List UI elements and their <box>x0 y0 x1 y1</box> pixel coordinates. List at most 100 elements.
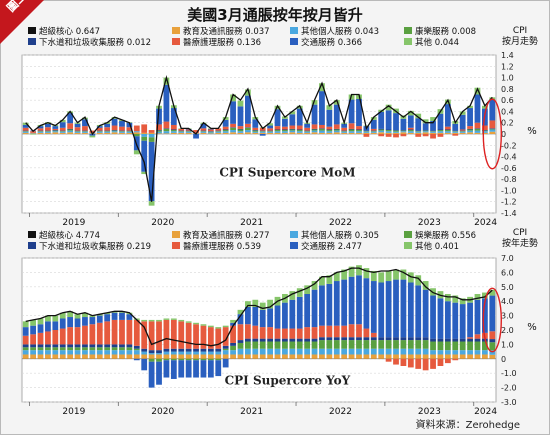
bar-segment-transportation <box>252 119 259 128</box>
bar-segment-water_trash <box>393 130 399 131</box>
bar-segment-recreation <box>296 341 303 349</box>
bar-segment-transportation <box>356 99 362 127</box>
bar-segment-recreation <box>415 131 422 132</box>
bar-segment-education <box>126 354 133 359</box>
bar-segment-other_personal <box>422 348 429 355</box>
bar-segment-education <box>400 354 407 359</box>
bar-segment-other <box>289 291 296 300</box>
bar-segment-medical <box>30 131 36 133</box>
bar-segment-water_trash <box>274 338 281 342</box>
legend-label-medical: 醫療護理服務 0.539 <box>183 241 261 252</box>
bar-segment-transportation <box>59 122 66 128</box>
bar-segment-education <box>452 354 459 359</box>
bar-segment-education <box>178 132 185 134</box>
bar-segment-medical <box>474 334 481 339</box>
bar-segment-other_personal <box>119 131 125 133</box>
bar-segment-education <box>378 132 385 134</box>
bar-segment-water_trash <box>400 130 407 131</box>
bar-segment-education <box>437 354 444 359</box>
bar-segment-other_personal <box>45 131 51 133</box>
bar-segment-other_personal <box>326 348 333 355</box>
bar-segment-recreation <box>119 347 125 351</box>
bar-segment-transportation <box>74 318 81 328</box>
bar-segment-water_trash <box>274 129 281 131</box>
bar-segment-other_personal <box>230 130 236 133</box>
legend-swatch-education <box>172 27 180 34</box>
bar-segment-other <box>326 105 333 110</box>
bar-segment-other <box>259 302 266 310</box>
bar-segment-medical <box>363 134 370 137</box>
bar-segment-recreation <box>207 358 214 361</box>
bar-segment-recreation <box>111 130 118 132</box>
bar-segment-education <box>267 132 273 134</box>
legend-swatch-water_trash <box>28 38 36 45</box>
bar-segment-transportation <box>422 289 429 338</box>
bar-segment-medical <box>259 327 266 339</box>
bar-segment-water_trash <box>111 130 118 131</box>
bar-segment-recreation <box>363 131 370 132</box>
bar-segment-recreation <box>156 130 162 132</box>
bar-segment-water_trash <box>22 130 29 132</box>
bar-segment-other <box>133 150 140 155</box>
bar-segment-other <box>104 312 111 315</box>
bar-segment-education <box>393 354 399 359</box>
bar-segment-medical <box>119 319 125 345</box>
bar-segment-other_personal <box>148 353 155 355</box>
bar-segment-education <box>141 354 148 359</box>
bar-segment-recreation <box>215 358 222 361</box>
bar-segment-transportation <box>348 276 355 325</box>
bar-segment-transportation <box>444 301 451 339</box>
bar-segment-water_trash <box>52 344 59 348</box>
legend-swatch-other <box>404 242 412 249</box>
bar-segment-medical <box>422 134 429 137</box>
bar-segment-other_personal <box>104 131 111 133</box>
bar-segment-other_personal <box>37 131 44 133</box>
bar-segment-water_trash <box>45 344 51 348</box>
bar-segment-water_trash <box>200 130 207 132</box>
bar-segment-education <box>200 354 207 359</box>
y-tick-label: -0.4 <box>501 153 517 162</box>
bar-segment-medical <box>133 319 140 346</box>
bar-segment-water_trash <box>178 348 185 352</box>
y-tick-label: 0.8 <box>501 85 514 94</box>
bar-segment-recreation <box>274 341 281 349</box>
bar-segment-medical <box>141 321 148 349</box>
bar-segment-medical <box>289 125 296 129</box>
bar-segment-education <box>148 132 155 134</box>
bar-segment-other <box>222 117 229 120</box>
bar-segment-education <box>170 354 177 359</box>
bar-segment-medical <box>178 321 185 349</box>
bar-segment-other <box>207 325 214 328</box>
bar-segment-education <box>259 354 266 359</box>
bar-segment-education <box>311 354 318 359</box>
bar-segment-education <box>104 132 111 134</box>
bar-segment-other <box>452 295 459 303</box>
bar-segment-medical <box>400 134 407 137</box>
x-tick-label: 2023 <box>418 218 441 228</box>
bar-segment-water_trash <box>393 337 399 341</box>
bar-segment-other <box>74 314 81 319</box>
bar-segment-water_trash <box>437 129 444 131</box>
bar-segment-water_trash <box>348 337 355 341</box>
bar-segment-water_trash <box>430 130 436 132</box>
bar-segment-medical <box>274 328 281 339</box>
bar-segment-medical <box>319 325 325 338</box>
bar-segment-recreation <box>141 136 148 141</box>
bar-segment-other_personal <box>67 350 74 355</box>
bar-segment-education <box>341 354 348 359</box>
bar-segment-other_personal <box>296 131 303 133</box>
bar-segment-other_personal <box>393 131 399 133</box>
bar-segment-education <box>363 354 370 359</box>
bar-segment-medical <box>407 358 414 368</box>
bar-segment-education <box>230 132 236 134</box>
bar-segment-medical <box>363 328 370 338</box>
bar-segment-other <box>215 327 222 329</box>
bar-segment-water_trash <box>422 337 429 341</box>
supercore-line <box>25 75 493 202</box>
bar-segment-education <box>67 132 74 134</box>
bar-segment-transportation <box>296 296 303 329</box>
bar-segment-recreation <box>200 358 207 361</box>
bar-segment-water_trash <box>185 348 192 352</box>
bar-segment-other <box>274 105 281 110</box>
y-tick-label: 2.0 <box>501 326 514 335</box>
